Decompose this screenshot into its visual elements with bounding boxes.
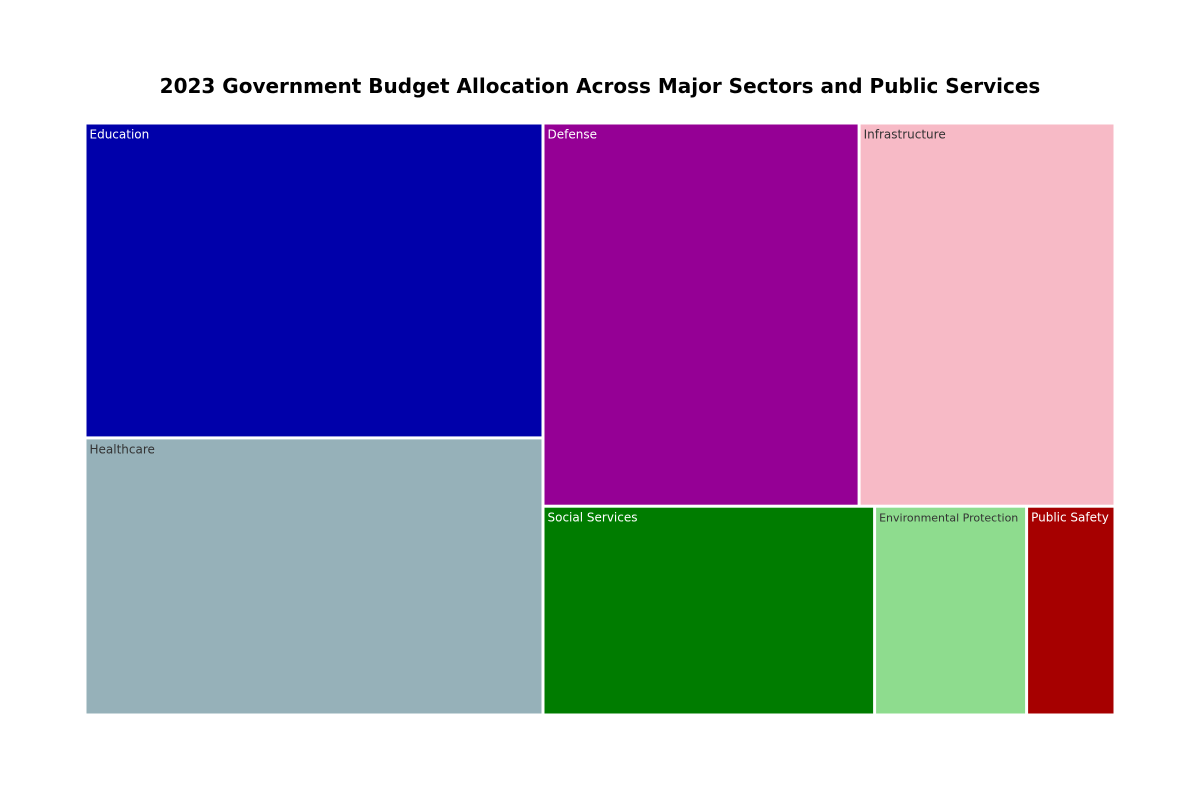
tile-rect-education: [86, 124, 542, 437]
tile-label-public-safety: Public Safety: [1031, 511, 1109, 525]
tile-label-social-services: Social Services: [548, 511, 638, 525]
tile-rect-defense: [544, 124, 858, 505]
chart-title: 2023 Government Budget Allocation Across…: [159, 74, 1041, 98]
tile-rect-infrastructure: [860, 124, 1114, 505]
tile-environmental-protection: Environmental Protection: [876, 507, 1026, 714]
tile-healthcare: Healthcare: [86, 439, 542, 714]
tile-label-defense: Defense: [548, 128, 597, 142]
tile-public-safety: Public Safety: [1028, 507, 1114, 714]
tile-label-healthcare: Healthcare: [90, 442, 155, 456]
tile-label-environmental-protection: Environmental Protection: [879, 512, 1018, 525]
tile-rect-healthcare: [86, 439, 542, 714]
tile-education: Education: [86, 124, 542, 437]
tile-label-infrastructure: Infrastructure: [864, 128, 946, 142]
tile-rect-social-services: [544, 507, 874, 714]
tile-rect-public-safety: [1028, 507, 1114, 714]
tile-label-education: Education: [90, 128, 150, 142]
tile-defense: Defense: [544, 124, 858, 505]
tile-rect-environmental-protection: [876, 507, 1026, 714]
tile-social-services: Social Services: [544, 507, 874, 714]
tile-infrastructure: Infrastructure: [860, 124, 1114, 505]
